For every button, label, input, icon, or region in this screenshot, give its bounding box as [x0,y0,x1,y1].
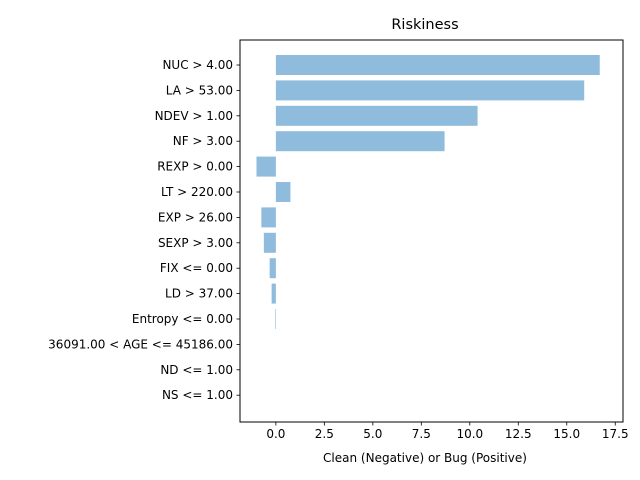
y-tick-label: REXP > 0.00 [157,160,233,174]
y-tick-label: LD > 37.00 [165,287,233,301]
x-axis-label: Clean (Negative) or Bug (Positive) [323,451,527,465]
y-tick-label: FIX <= 0.00 [160,261,233,275]
y-tick-label: LT > 220.00 [161,185,233,199]
y-tick-label: NF > 3.00 [173,134,233,148]
y-tick-label: ND <= 1.00 [160,363,233,377]
bar [275,182,291,202]
bar [275,80,585,101]
bar [275,309,276,329]
x-tick-label: 7.5 [412,427,431,441]
y-tick-label: 36091.00 < AGE <= 45186.00 [48,337,233,351]
y-tick-label: LA > 53.00 [166,83,233,97]
bar [275,105,478,126]
bars-layer [256,55,600,406]
bar [256,156,276,177]
y-tick-layer: NUC > 4.00 LA > 53.00 NDEV > 1.00 NF > 3.00… [48,58,240,402]
plot-frame [239,39,624,423]
x-tick-label: 12.5 [505,427,532,441]
x-tick-label: 2.5 [315,427,334,441]
x-tick-label: 0.0 [266,427,285,441]
x-tick-label: 17.5 [602,427,629,441]
bar [263,232,276,253]
y-tick-label: Entropy <= 0.00 [132,312,233,326]
y-tick-label: NUC > 4.00 [162,58,233,72]
y-tick-label: NDEV > 1.00 [155,109,233,123]
x-tick-label: 5.0 [363,427,382,441]
x-tick-label: 15.0 [553,427,580,441]
bar [261,207,276,228]
x-tick-layer: 0.0 2.5 5.0 7.5 10.0 12.5 15.0 17.5 [266,422,629,441]
y-tick-label: NS <= 1.00 [162,388,233,402]
bar [275,55,600,75]
bar [269,258,276,279]
bar [275,131,445,152]
x-tick-label: 10.0 [456,427,483,441]
chart-title: Riskiness [391,17,458,33]
y-tick-label: SEXP > 3.00 [158,236,233,250]
bar [271,283,276,304]
y-tick-label: EXP > 26.00 [158,210,233,224]
